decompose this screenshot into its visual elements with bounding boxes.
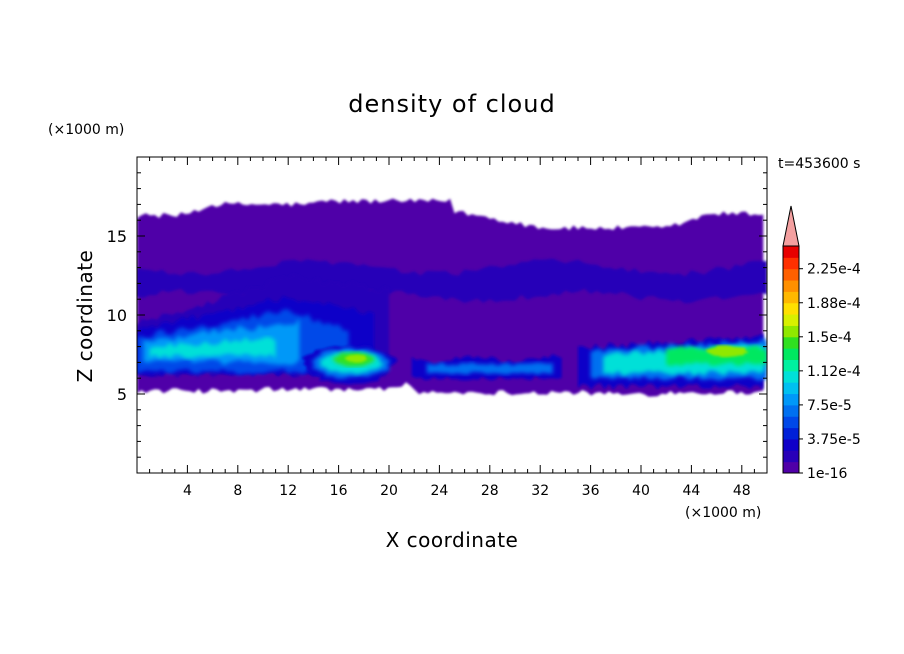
x-tick-label: 16: [330, 483, 348, 499]
colorbar-swatch: [783, 359, 799, 372]
y-axis-label: Z coordinate: [73, 250, 97, 383]
colorbar-label: 7.5e-5: [807, 398, 852, 414]
colorbar-swatch: [783, 280, 799, 292]
colorbar-swatch: [783, 461, 799, 474]
x-tick-label: 48: [733, 483, 751, 499]
x-tick-label: 8: [233, 483, 242, 499]
colorbar-swatch: [783, 268, 799, 281]
x-tick-label: 36: [582, 483, 600, 499]
colorbar-swatch: [783, 393, 799, 406]
density-right-peak: [705, 345, 749, 358]
colorbar-swatch: [783, 336, 799, 349]
x-tick-label: 28: [481, 483, 499, 499]
y-tick-label: 5: [117, 385, 127, 404]
colorbar-extend-arrow: [782, 205, 800, 247]
colorbar-swatch: [783, 348, 799, 360]
y-tick-label: 15: [107, 227, 127, 246]
x-tick-label: 4: [183, 483, 192, 499]
colorbar-swatch: [783, 246, 799, 258]
colorbar-swatch: [783, 416, 799, 429]
x-tick-label: 20: [380, 483, 398, 499]
colorbar-swatch: [783, 325, 799, 338]
y-unit-label: (×1000 m): [48, 122, 124, 138]
x-unit-label: (×1000 m): [685, 505, 761, 521]
colorbar-label: 1.5e-4: [807, 330, 852, 346]
colorbar-swatch: [783, 382, 799, 395]
x-tick-label: 32: [531, 483, 549, 499]
colorbar-swatch: [783, 438, 799, 451]
colorbar-label: 2.25e-4: [807, 262, 861, 278]
time-label: t=453600 s: [778, 156, 860, 172]
colorbar-swatch: [783, 291, 799, 304]
x-tick-label: 44: [682, 483, 700, 499]
colorbar-swatch: [783, 302, 799, 315]
y-axis: 5 10 15: [107, 172, 767, 458]
colorbar: 1e-16 3.75e-5 7.5e-5 1.12e-4 1.5e-4 1.88e-4 2.…: [782, 205, 861, 482]
colorbar-swatch: [783, 427, 799, 440]
colorbar-swatch: [783, 257, 799, 270]
x-tick-label: 24: [430, 483, 448, 499]
density-left-core: [149, 336, 276, 359]
density-middle-inner: [426, 362, 553, 375]
colorbar-swatch: [783, 450, 799, 463]
colorbar-swatch: [783, 370, 799, 383]
colorbar-swatch: [783, 404, 799, 417]
colorbar-label: 1.88e-4: [807, 296, 861, 312]
x-axis-label: X coordinate: [386, 528, 519, 552]
x-tick-label: 12: [279, 483, 297, 499]
colorbar-swatch: [783, 314, 799, 326]
chart-title: density of cloud: [348, 90, 555, 118]
colorbar-label: 1.12e-4: [807, 364, 861, 380]
x-tick-label: 40: [632, 483, 650, 499]
colorbar-label: 1e-16: [807, 466, 847, 482]
density-field: [137, 198, 767, 397]
y-tick-label: 10: [107, 306, 127, 325]
x-axis: 4 8 12 16 20 24 28 32 36 40 44 48: [149, 157, 755, 499]
colorbar-label: 3.75e-5: [807, 432, 861, 448]
density-center-peak: [344, 354, 367, 363]
